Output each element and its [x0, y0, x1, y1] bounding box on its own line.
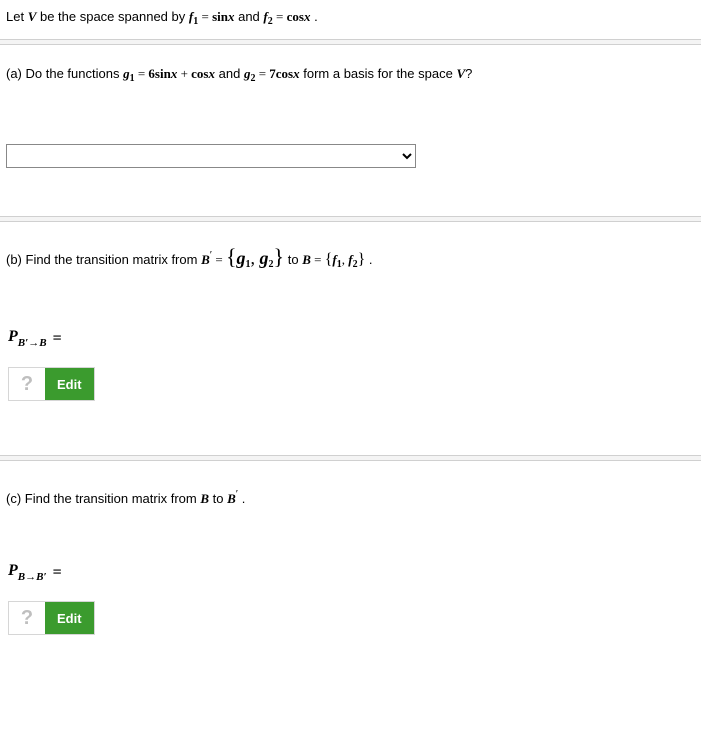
part-c-label: (c) Find the transition matrix from [6, 491, 200, 506]
sym: g [260, 248, 269, 268]
eq: = [53, 564, 62, 582]
eq: = [53, 330, 62, 348]
edit-label: Edit [57, 377, 82, 392]
fn: sin [212, 9, 228, 24]
var-V: V [456, 66, 465, 81]
matrix-P-label: PB′→B [8, 328, 47, 349]
part-b: (b) Find the transition matrix from B′ =… [0, 222, 701, 282]
end: . [242, 491, 246, 506]
rbrace: } [274, 244, 285, 269]
sym: B [302, 252, 311, 267]
eq: = [311, 252, 325, 267]
edit-button[interactable]: Edit [45, 368, 94, 400]
matrix-P-label: PB→B′ [8, 562, 47, 583]
end: . [369, 252, 373, 267]
and-text: and [238, 9, 263, 24]
eq: = [198, 9, 212, 24]
set-g: {g1, g2} [226, 248, 284, 268]
sub: B→B′ [18, 571, 47, 583]
problem-intro: Let V be the space spanned by f1 = sinx … [0, 0, 701, 39]
part-b-label: (b) Find the transition matrix from [6, 252, 201, 267]
sym: B [201, 252, 210, 267]
question-mark: ? [465, 66, 472, 81]
part-a: (a) Do the functions g1 = 6sinx + cosx a… [0, 45, 701, 96]
var: x [304, 9, 311, 24]
part-b-edit-group: ? Edit [8, 367, 95, 401]
intro-text: be the space spanned by [36, 9, 189, 24]
intro-text: Let [6, 9, 28, 24]
tail-text: form a basis for the space [303, 66, 456, 81]
fn: cos [191, 66, 208, 81]
B-prime: B′ [227, 491, 238, 506]
fn: 6sin [148, 66, 170, 81]
eq: = [212, 252, 226, 267]
sub: B′→B [18, 337, 47, 349]
B: B [200, 491, 209, 506]
comma: , [251, 248, 260, 268]
B-prime: B′ = [201, 252, 226, 267]
and-text: and [219, 66, 244, 81]
lbrace: { [226, 244, 237, 269]
f1: f1 = sinx [189, 9, 235, 24]
edit-label: Edit [57, 611, 82, 626]
rbrace: } [358, 251, 366, 268]
question-icon: ? [21, 607, 33, 630]
eq: = [273, 9, 287, 24]
help-button[interactable]: ? [9, 602, 45, 634]
f2: f2 = cosx [263, 9, 310, 24]
sym: P [8, 328, 18, 345]
part-a-label: (a) Do the functions [6, 66, 123, 81]
eq: = [135, 66, 149, 81]
var: x [293, 66, 300, 81]
help-button[interactable]: ? [9, 368, 45, 400]
B-set: B = {f1, f2} [302, 252, 365, 267]
plus: + [177, 66, 191, 81]
fn: cos [287, 9, 304, 24]
edit-button[interactable]: Edit [45, 602, 94, 634]
intro-end: . [314, 9, 318, 24]
g1-expr: g1 = 6sinx + cosx [123, 66, 215, 81]
sym: P [8, 562, 18, 579]
var: x [209, 66, 216, 81]
sym: B [227, 491, 236, 506]
to-text: to [213, 491, 227, 506]
part-c-matrix-row: PB→B′ = [8, 562, 701, 583]
eq: = [255, 66, 269, 81]
var: x [228, 9, 235, 24]
part-b-matrix-row: PB′→B = [8, 328, 701, 349]
sym: g [237, 248, 246, 268]
fn: 7cos [269, 66, 293, 81]
question-icon: ? [21, 373, 33, 396]
part-c: (c) Find the transition matrix from B to… [0, 461, 701, 516]
part-a-answer-select[interactable] [6, 144, 416, 168]
g2-expr: g2 = 7cosx [244, 66, 300, 81]
to-text: to [288, 252, 302, 267]
part-c-edit-group: ? Edit [8, 601, 95, 635]
prime: ′ [236, 488, 238, 500]
